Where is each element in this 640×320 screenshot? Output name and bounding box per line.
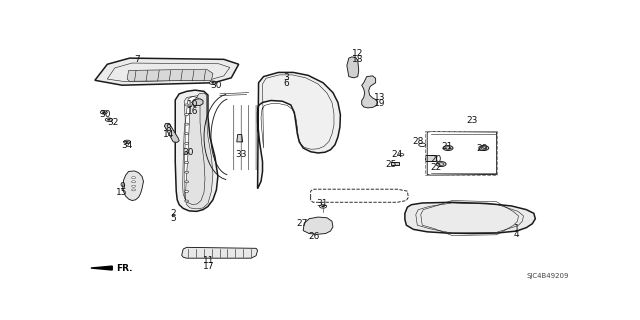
Circle shape: [185, 200, 189, 202]
Circle shape: [102, 112, 105, 113]
Polygon shape: [186, 93, 213, 209]
Text: 28: 28: [413, 137, 424, 146]
Circle shape: [185, 162, 189, 164]
Polygon shape: [91, 266, 112, 270]
Text: 20: 20: [431, 155, 442, 164]
Text: 19: 19: [374, 99, 386, 108]
Text: 17: 17: [204, 262, 214, 271]
Text: 2: 2: [170, 209, 176, 218]
Text: 13: 13: [374, 93, 386, 102]
Polygon shape: [182, 96, 211, 203]
Circle shape: [132, 189, 136, 191]
Polygon shape: [362, 76, 378, 108]
Text: 7: 7: [134, 55, 140, 64]
Text: 33: 33: [236, 150, 247, 159]
Polygon shape: [425, 155, 436, 161]
Text: 14: 14: [163, 130, 174, 139]
Polygon shape: [175, 90, 218, 212]
Text: 10: 10: [188, 100, 199, 109]
Circle shape: [185, 104, 189, 106]
Polygon shape: [257, 72, 340, 189]
Polygon shape: [182, 247, 257, 258]
Polygon shape: [127, 69, 213, 81]
Circle shape: [125, 141, 129, 143]
Text: 31: 31: [316, 199, 328, 208]
Circle shape: [132, 177, 136, 179]
Circle shape: [100, 111, 108, 114]
Text: 6: 6: [283, 79, 289, 89]
Circle shape: [419, 143, 426, 147]
Circle shape: [185, 181, 189, 183]
Circle shape: [445, 147, 451, 149]
Circle shape: [185, 123, 189, 125]
Polygon shape: [303, 217, 333, 234]
Polygon shape: [405, 202, 535, 234]
Text: 12: 12: [352, 49, 364, 58]
Polygon shape: [191, 99, 203, 105]
Circle shape: [108, 119, 110, 120]
Circle shape: [399, 154, 404, 156]
Circle shape: [322, 206, 324, 207]
Polygon shape: [392, 162, 399, 165]
Text: 1: 1: [514, 224, 519, 233]
Text: 3: 3: [283, 73, 289, 82]
Text: 23: 23: [466, 116, 477, 125]
Text: 11: 11: [204, 256, 214, 265]
Circle shape: [436, 162, 446, 166]
Text: FR.: FR.: [116, 264, 132, 273]
Polygon shape: [347, 57, 359, 78]
Text: 22: 22: [431, 163, 442, 172]
Text: 16: 16: [188, 107, 199, 116]
Text: 27: 27: [296, 219, 307, 228]
Circle shape: [132, 185, 136, 187]
Text: 18: 18: [352, 55, 364, 64]
Text: 34: 34: [122, 141, 133, 150]
Text: 4: 4: [514, 230, 519, 239]
Circle shape: [185, 142, 189, 144]
Text: 30: 30: [182, 148, 194, 157]
Circle shape: [185, 133, 189, 135]
Circle shape: [479, 146, 489, 150]
Text: 21: 21: [442, 142, 452, 151]
Text: 32: 32: [108, 118, 119, 127]
Text: 30: 30: [99, 110, 111, 119]
Circle shape: [185, 114, 189, 116]
Circle shape: [106, 118, 112, 121]
Circle shape: [185, 152, 189, 154]
Circle shape: [124, 140, 131, 144]
Circle shape: [132, 181, 136, 183]
Polygon shape: [237, 134, 243, 142]
Text: 15: 15: [116, 188, 128, 197]
Text: 9: 9: [119, 182, 125, 191]
Circle shape: [209, 81, 216, 84]
Circle shape: [443, 146, 453, 150]
Text: 25: 25: [386, 160, 397, 169]
Text: 26: 26: [308, 232, 320, 241]
Circle shape: [185, 171, 189, 173]
Text: 24: 24: [392, 150, 403, 159]
Circle shape: [319, 205, 326, 208]
Circle shape: [212, 82, 214, 84]
Polygon shape: [123, 171, 143, 201]
Text: 5: 5: [170, 214, 176, 223]
Circle shape: [438, 163, 444, 165]
Circle shape: [185, 190, 189, 192]
Text: 8: 8: [165, 124, 171, 133]
Text: 30: 30: [211, 81, 222, 90]
Circle shape: [481, 147, 486, 149]
Text: 29: 29: [476, 144, 488, 153]
Polygon shape: [164, 124, 179, 142]
Polygon shape: [95, 58, 239, 85]
Text: SJC4B49209: SJC4B49209: [526, 273, 568, 279]
